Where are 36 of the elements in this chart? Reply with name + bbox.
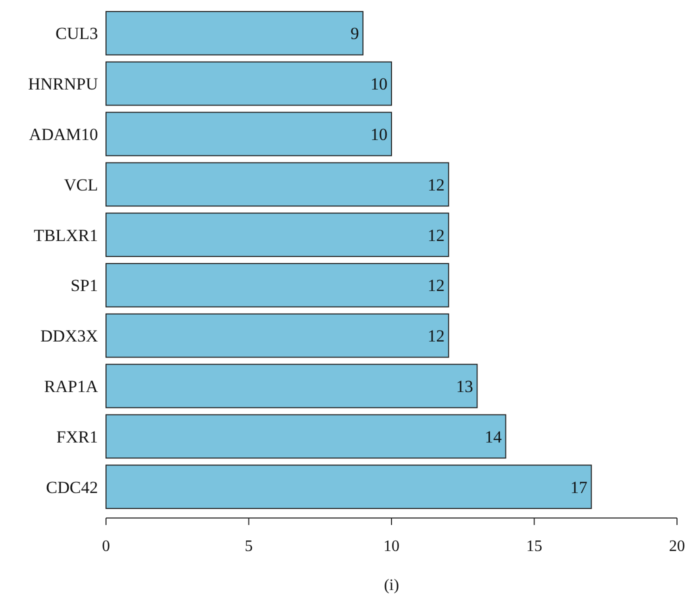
bar: [106, 61, 392, 106]
y-tick-label: CDC42: [46, 478, 98, 497]
x-axis-title: (i): [384, 577, 400, 594]
bar: [106, 162, 450, 207]
bar: [106, 464, 592, 509]
x-tick-label: 20: [669, 538, 685, 555]
bar: [106, 414, 506, 459]
x-tick-label: 0: [102, 538, 110, 555]
y-tick-label: SP1: [70, 276, 98, 296]
data-label: 12: [428, 226, 445, 245]
y-tick-label: CUL3: [56, 24, 98, 44]
y-tick-label: HNRNPU: [28, 74, 98, 94]
data-label: 9: [350, 24, 359, 44]
y-tick-label: RAP1A: [44, 377, 99, 396]
x-tick-label: 15: [526, 538, 542, 555]
bar: [106, 212, 450, 257]
x-tick-label: 5: [244, 538, 253, 555]
data-label: 12: [428, 276, 445, 296]
data-label: 12: [428, 175, 445, 194]
data-label: 10: [370, 74, 388, 94]
y-tick-label: VCL: [64, 175, 98, 194]
y-tick-label: ADAM10: [29, 125, 98, 144]
bar: [106, 313, 450, 358]
y-tick-label: FXR1: [56, 427, 98, 446]
data-label: 10: [370, 125, 388, 144]
data-label: 12: [428, 326, 445, 346]
data-label: 17: [570, 478, 588, 497]
bar: [106, 11, 364, 56]
bar: [106, 364, 478, 408]
data-label: 14: [484, 427, 502, 446]
bar: [106, 263, 450, 308]
data-label: 13: [456, 377, 474, 396]
x-tick-label: 10: [384, 538, 400, 555]
y-tick-label: TBLXR1: [34, 226, 98, 245]
bar: [106, 112, 392, 156]
y-tick-label: DDX3X: [40, 326, 98, 346]
